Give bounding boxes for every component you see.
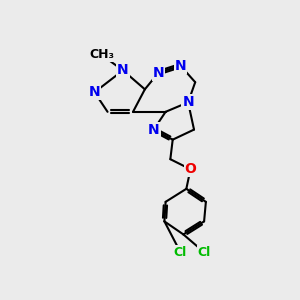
Text: O: O xyxy=(184,162,196,176)
Text: N: N xyxy=(89,85,100,99)
Text: Cl: Cl xyxy=(197,246,211,259)
Text: N: N xyxy=(182,95,194,109)
Text: CH₃: CH₃ xyxy=(89,49,114,62)
Text: Cl: Cl xyxy=(174,246,187,259)
Text: N: N xyxy=(153,66,164,80)
Text: N: N xyxy=(148,123,160,136)
Text: N: N xyxy=(175,58,186,73)
Text: N: N xyxy=(117,63,129,77)
